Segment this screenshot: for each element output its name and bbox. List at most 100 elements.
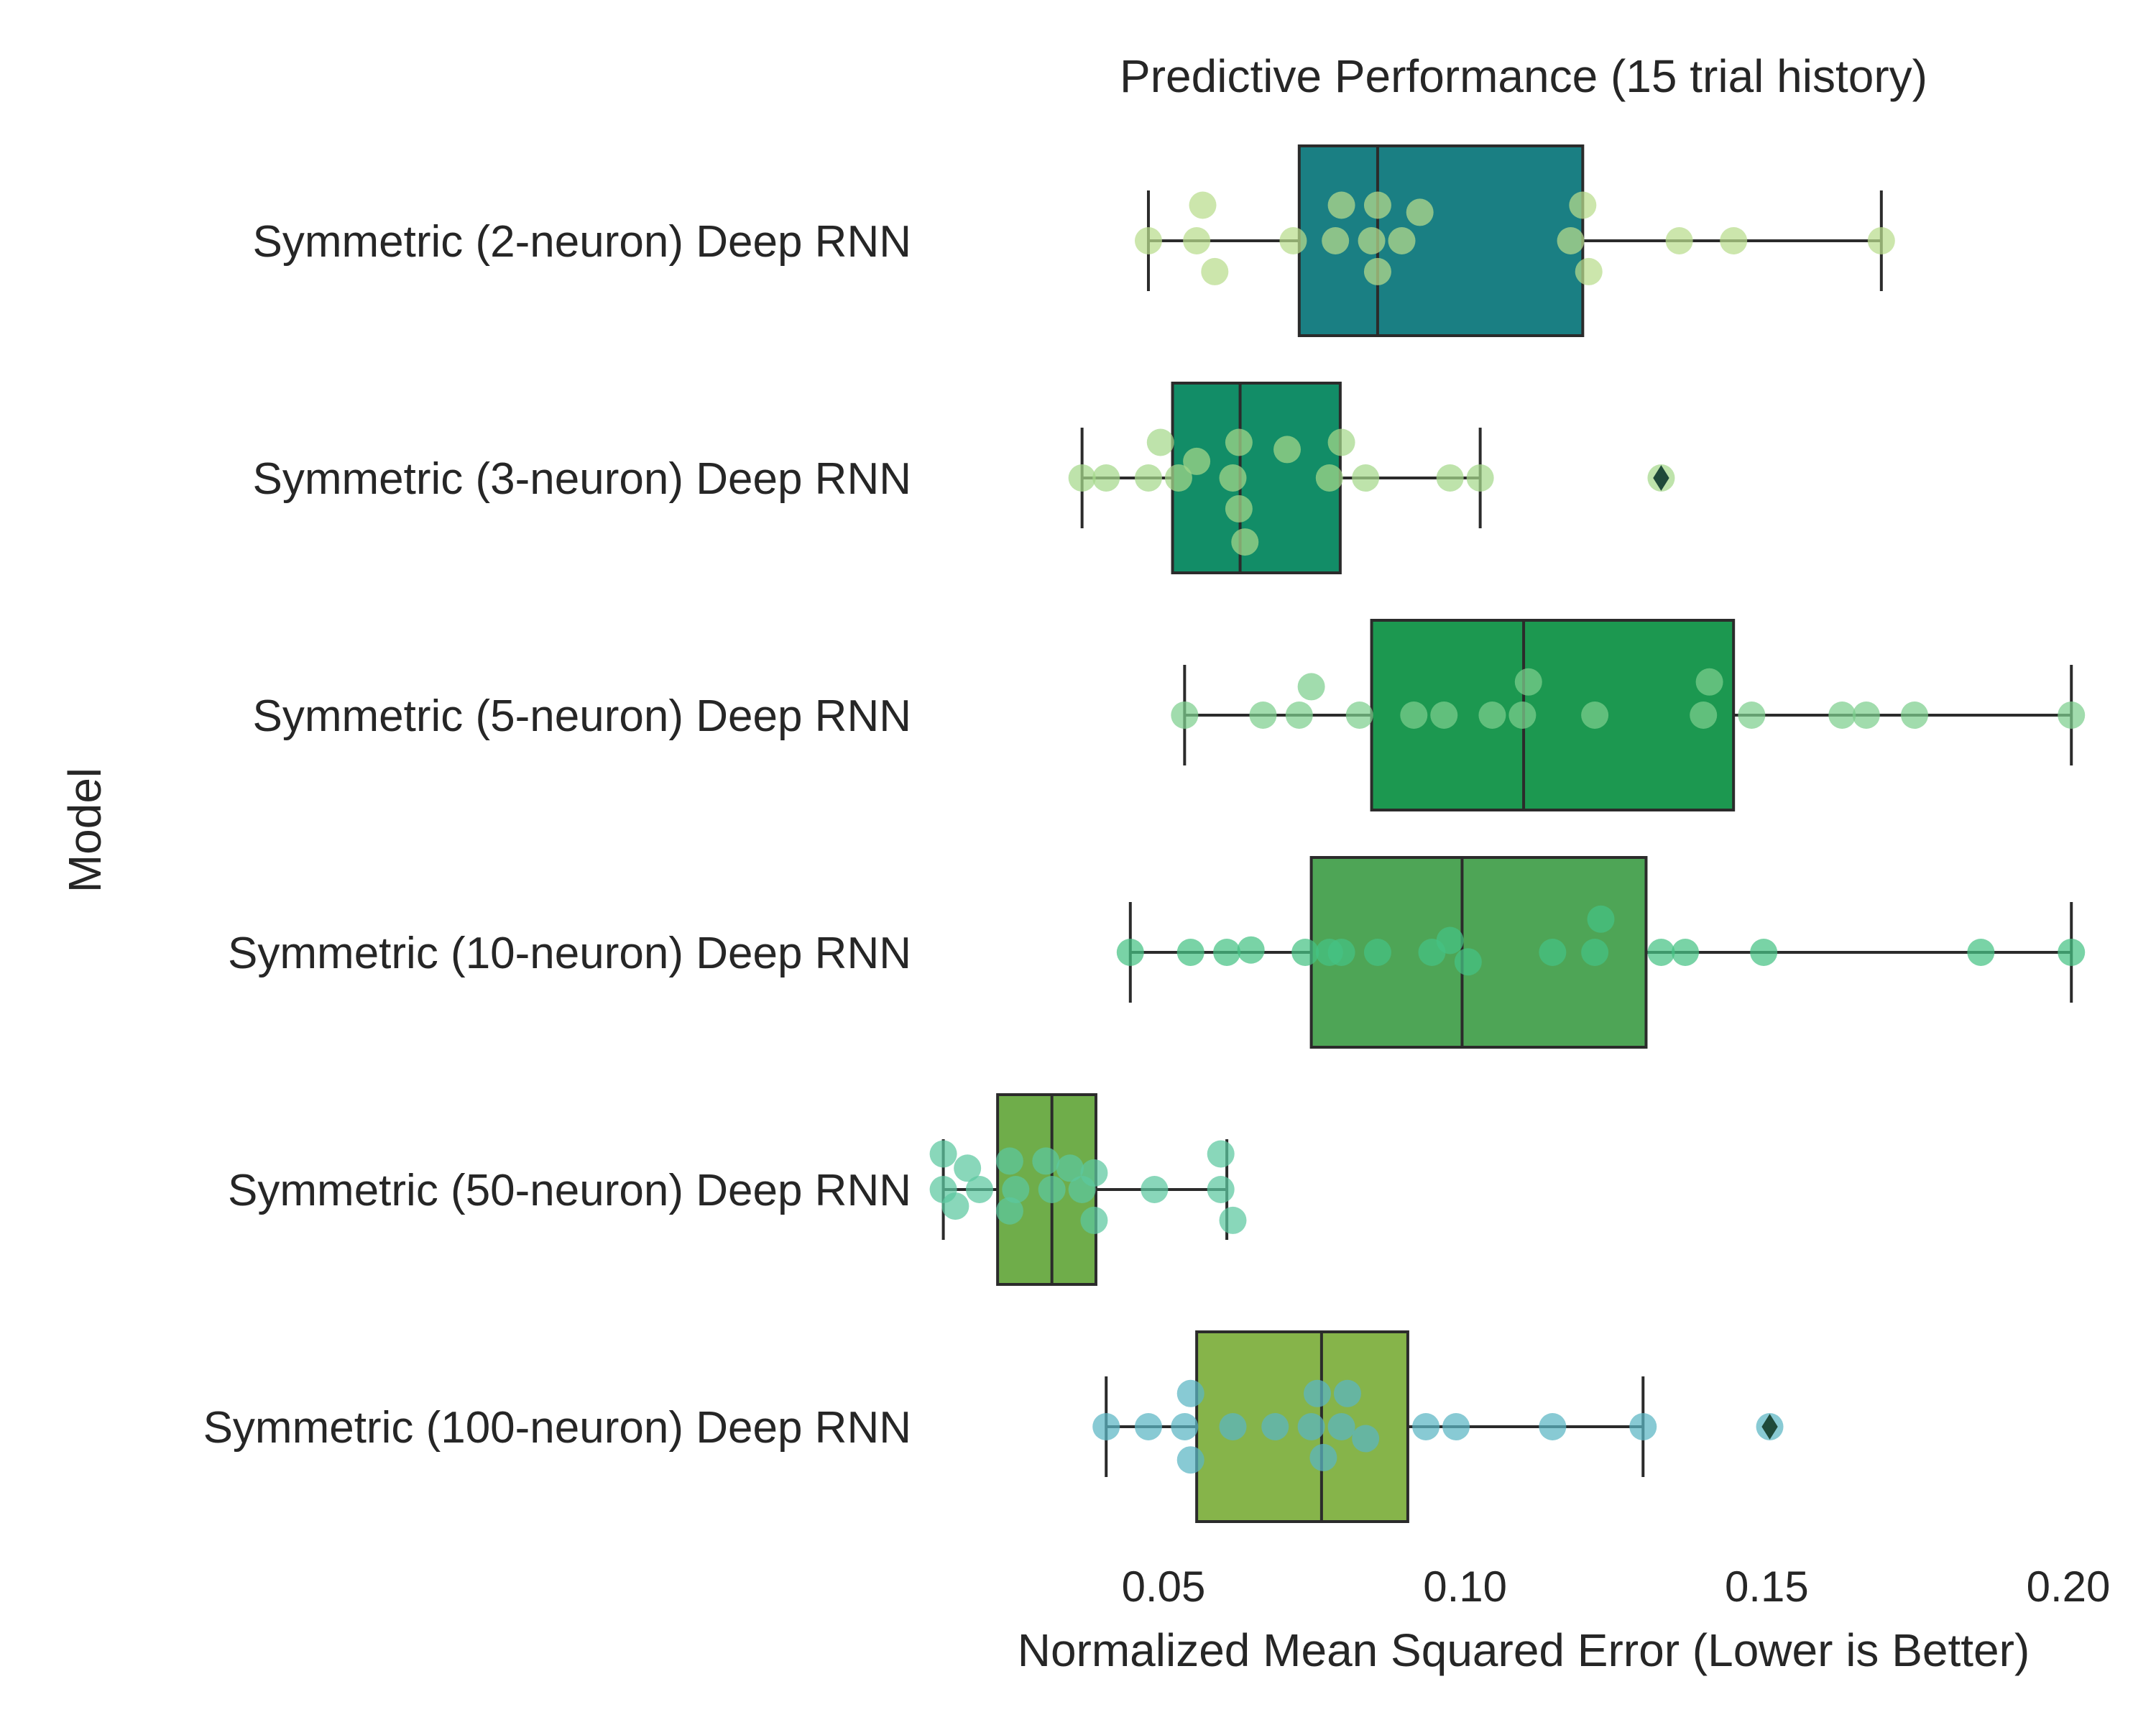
data-point <box>1207 1176 1235 1203</box>
data-point <box>1056 1154 1084 1182</box>
data-point <box>1279 227 1307 254</box>
data-point <box>1304 1379 1332 1407</box>
data-point <box>1587 905 1615 933</box>
data-point <box>1557 227 1585 254</box>
data-point <box>1575 257 1603 285</box>
data-point <box>1116 939 1144 966</box>
data-point <box>1171 702 1199 729</box>
data-point <box>1032 1147 1060 1175</box>
x-tick-label: 0.20 <box>2027 1563 2111 1611</box>
data-point <box>1750 939 1778 966</box>
data-point <box>1092 1413 1120 1440</box>
data-point <box>1273 436 1302 464</box>
data-point <box>1219 464 1247 492</box>
swarm-points <box>929 1140 1247 1234</box>
data-point <box>1176 1379 1204 1407</box>
data-point <box>1231 528 1259 556</box>
category-label: Symmetric (10-neuron) Deep RNN <box>228 929 911 978</box>
data-point <box>1828 702 1856 729</box>
data-point <box>1297 1413 1325 1440</box>
data-point <box>1297 673 1325 701</box>
data-point <box>1038 1176 1066 1203</box>
data-point <box>1134 464 1162 492</box>
data-point <box>1146 428 1174 456</box>
data-point <box>2058 939 2086 966</box>
data-point <box>1400 702 1428 729</box>
data-point <box>1327 428 1355 456</box>
data-point <box>1002 1176 1030 1203</box>
data-point <box>2058 702 2086 729</box>
box-group <box>1146 144 1883 337</box>
data-point <box>1436 464 1464 492</box>
data-point <box>1430 702 1458 729</box>
data-point <box>1219 1206 1247 1234</box>
data-point <box>1672 939 1700 966</box>
data-point <box>1738 702 1766 729</box>
data-point <box>929 1140 957 1168</box>
data-point <box>1327 939 1355 966</box>
data-point <box>1345 702 1373 729</box>
swarm-points <box>1134 191 1895 285</box>
data-point <box>1695 668 1723 696</box>
data-point <box>1225 428 1253 456</box>
data-point <box>1629 1413 1657 1440</box>
data-point <box>1581 939 1609 966</box>
swarm-points <box>1068 428 1675 556</box>
data-point <box>1225 494 1253 523</box>
data-point <box>1134 227 1162 254</box>
data-point <box>1900 702 1928 729</box>
swarm-points <box>1092 1379 1784 1474</box>
boxes-layer <box>941 144 2073 1523</box>
swarm-points <box>1171 668 2086 729</box>
data-point <box>1352 1425 1380 1453</box>
data-point <box>1436 926 1464 954</box>
data-point <box>1219 1413 1247 1440</box>
category-label: Symmetric (50-neuron) Deep RNN <box>228 1166 911 1215</box>
data-point <box>965 1176 993 1203</box>
data-point <box>1539 939 1567 966</box>
data-point <box>1315 464 1343 492</box>
data-point <box>1363 191 1391 219</box>
x-axis-ticks: 0.05 0.10 0.15 0.20 <box>1122 1563 2111 1611</box>
data-point <box>1309 1443 1337 1471</box>
data-point <box>1466 464 1494 492</box>
data-point <box>1406 198 1434 226</box>
data-point <box>1665 227 1693 254</box>
data-point <box>1333 1379 1361 1407</box>
data-point <box>1388 227 1416 254</box>
data-point <box>1852 702 1880 729</box>
data-point <box>1967 939 1995 966</box>
data-point <box>1080 1206 1108 1234</box>
x-tick-label: 0.10 <box>1423 1563 1507 1611</box>
data-point <box>1134 1413 1162 1440</box>
data-point <box>1514 668 1542 696</box>
data-point <box>1442 1413 1470 1440</box>
x-tick-label: 0.05 <box>1122 1563 1206 1611</box>
data-point <box>1285 702 1313 729</box>
data-point <box>1092 464 1120 492</box>
data-point <box>1183 447 1211 475</box>
data-point <box>1363 257 1391 285</box>
data-point <box>1171 1413 1199 1440</box>
data-point <box>1720 227 1748 254</box>
category-labels: Symmetric (2-neuron) Deep RNN Symmetric (… <box>203 217 911 1453</box>
points-layer <box>929 191 2086 1474</box>
category-label: Symmetric (3-neuron) Deep RNN <box>253 454 911 504</box>
data-point <box>995 1147 1023 1175</box>
data-point <box>1363 939 1391 966</box>
data-point <box>1141 1176 1169 1203</box>
category-label: Symmetric (2-neuron) Deep RNN <box>253 217 911 267</box>
category-label: Symmetric (5-neuron) Deep RNN <box>253 691 911 741</box>
chart-title: Predictive Performance (15 trial history… <box>1120 50 1927 102</box>
x-axis-label: Normalized Mean Squared Error (Lower is … <box>1018 1624 2030 1676</box>
outlier-marker <box>1761 1414 1778 1440</box>
data-point <box>1327 1413 1355 1440</box>
data-point <box>1352 464 1380 492</box>
data-point <box>1327 191 1355 219</box>
data-point <box>941 1192 969 1220</box>
data-point <box>954 1154 982 1182</box>
outlier-marker <box>1653 465 1669 491</box>
data-point <box>1539 1413 1567 1440</box>
data-point <box>1176 1446 1204 1474</box>
